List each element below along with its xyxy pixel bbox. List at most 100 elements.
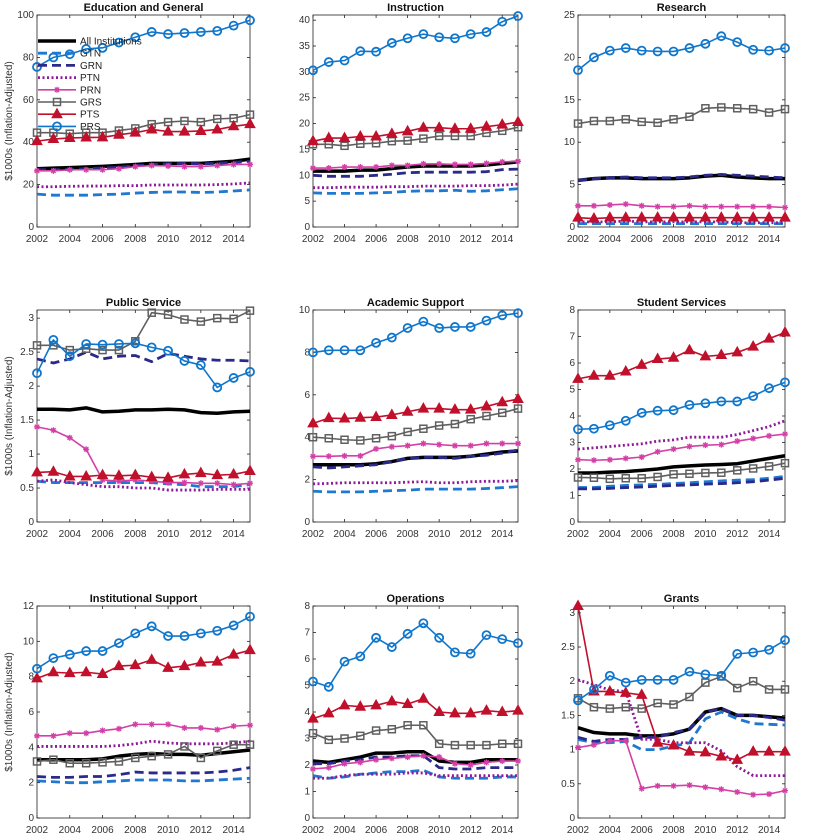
series-line xyxy=(312,167,519,178)
data-point xyxy=(211,468,224,480)
data-point xyxy=(418,618,429,629)
y-tick-label: 7 xyxy=(569,332,575,343)
data-point xyxy=(401,697,414,709)
data-point xyxy=(734,438,741,445)
panel-academic-support: Academic Support 0 2 4 6 8 10 2002 2004 2006 2008 2… xyxy=(299,297,524,540)
x-tick-label: 2012 xyxy=(460,234,483,245)
y-tick-label: 6 xyxy=(28,707,34,718)
data-point xyxy=(683,343,696,355)
series-prn xyxy=(575,201,788,211)
data-point xyxy=(244,464,256,476)
data-point xyxy=(780,43,790,53)
data-point xyxy=(766,432,773,439)
y-tick-label: 1 xyxy=(28,449,34,460)
data-point xyxy=(764,108,774,117)
data-point xyxy=(590,457,597,464)
data-point xyxy=(146,27,157,37)
y-tick-label: 0 xyxy=(28,222,34,233)
legend-marker xyxy=(54,86,60,93)
data-point xyxy=(748,104,758,114)
series-line xyxy=(36,188,251,197)
data-point xyxy=(145,653,158,664)
series-prn xyxy=(310,752,521,772)
y-tick-label: 5 xyxy=(569,180,575,191)
series-line xyxy=(313,771,518,780)
data-point xyxy=(622,737,629,744)
y-tick-label: 6 xyxy=(304,654,310,665)
y-tick-label: 2.5 xyxy=(561,642,575,653)
data-point xyxy=(699,211,712,222)
data-point xyxy=(589,684,599,695)
series-prn xyxy=(310,440,521,460)
legend-entry-grn: GRN xyxy=(38,61,102,72)
data-point xyxy=(114,345,124,355)
x-tick-label: 2006 xyxy=(631,825,654,836)
series-line xyxy=(312,724,518,746)
data-point xyxy=(436,160,443,167)
data-point xyxy=(214,162,221,169)
y-tick-label: 0 xyxy=(304,813,310,824)
panel-title: Instruction xyxy=(387,2,444,14)
data-point xyxy=(685,112,694,122)
data-point xyxy=(132,476,139,483)
data-point xyxy=(115,165,122,172)
data-point xyxy=(497,16,508,27)
x-tick-label: 2006 xyxy=(91,825,114,836)
data-point xyxy=(605,704,615,713)
data-point xyxy=(748,647,759,658)
series-all-institutions xyxy=(578,454,786,475)
data-point xyxy=(636,674,647,685)
series-line xyxy=(312,750,518,765)
data-point xyxy=(31,671,43,683)
x-tick-label: 2006 xyxy=(631,234,654,245)
data-point xyxy=(651,736,664,747)
series-pts xyxy=(572,599,791,764)
data-point xyxy=(620,43,631,53)
data-point xyxy=(81,44,92,54)
data-point xyxy=(98,345,107,355)
x-tick-label: 2010 xyxy=(428,234,451,245)
data-point xyxy=(699,349,712,361)
data-point xyxy=(766,791,773,798)
data-point xyxy=(467,442,474,449)
data-point xyxy=(715,211,728,222)
y-tick-label: 60 xyxy=(23,95,35,106)
data-point xyxy=(32,757,42,766)
data-point xyxy=(80,131,93,142)
y-tick-label: 15 xyxy=(299,144,311,155)
y-tick-label: 4 xyxy=(569,411,575,422)
data-point xyxy=(619,364,632,376)
data-point xyxy=(98,758,107,767)
data-point xyxy=(401,405,414,416)
data-point xyxy=(402,33,413,44)
legend-label: PTS xyxy=(80,110,100,121)
data-point xyxy=(731,345,744,357)
data-point xyxy=(716,31,727,42)
data-point xyxy=(621,474,631,483)
data-point xyxy=(620,677,631,688)
data-point xyxy=(780,377,790,388)
data-point xyxy=(747,211,760,222)
series-prs xyxy=(573,377,790,435)
data-point xyxy=(34,167,40,174)
data-point xyxy=(354,411,367,422)
data-point xyxy=(99,476,106,483)
series-grs xyxy=(573,103,790,128)
series-grs xyxy=(32,306,255,355)
data-point xyxy=(717,468,726,477)
data-point xyxy=(48,334,59,345)
legend-marker xyxy=(51,107,63,119)
data-point xyxy=(700,398,711,409)
y-tick-label: 10 xyxy=(299,170,311,181)
data-point xyxy=(605,116,615,126)
data-point xyxy=(99,166,106,173)
data-point xyxy=(467,762,474,768)
series-line xyxy=(36,776,251,785)
series-prn xyxy=(34,721,253,739)
data-point xyxy=(355,651,366,662)
data-point xyxy=(589,473,599,482)
panel-title: Operations xyxy=(386,593,444,605)
data-point xyxy=(731,753,744,764)
data-point xyxy=(310,765,316,772)
data-point xyxy=(322,411,335,423)
